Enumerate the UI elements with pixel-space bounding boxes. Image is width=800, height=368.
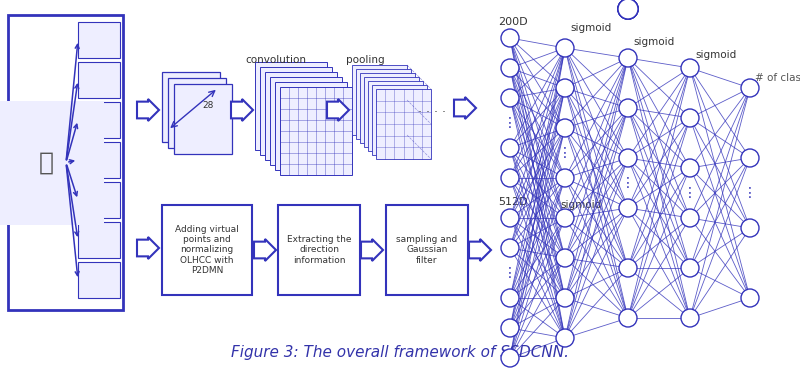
Bar — [162, 205, 252, 295]
Circle shape — [619, 49, 637, 67]
Polygon shape — [231, 99, 253, 121]
Polygon shape — [327, 99, 349, 121]
Circle shape — [501, 349, 519, 367]
Circle shape — [681, 109, 699, 127]
Circle shape — [501, 169, 519, 187]
Text: ⋮: ⋮ — [503, 116, 517, 130]
Circle shape — [501, 89, 519, 107]
Text: Figure 3: The overall framework of SSDCNN.: Figure 3: The overall framework of SSDCN… — [231, 344, 569, 360]
Text: sigmoid: sigmoid — [560, 200, 602, 210]
Text: Extracting the
direction
information: Extracting the direction information — [286, 235, 351, 265]
Circle shape — [556, 249, 574, 267]
Bar — [255, 62, 327, 150]
Text: ⋮: ⋮ — [621, 176, 635, 190]
Circle shape — [681, 59, 699, 77]
Circle shape — [741, 289, 759, 307]
Circle shape — [681, 259, 699, 277]
Circle shape — [618, 0, 638, 19]
Text: sigmoid: sigmoid — [633, 37, 674, 47]
Text: ⋮: ⋮ — [558, 146, 572, 160]
Text: sigmoid: sigmoid — [570, 23, 611, 33]
Text: 摘: 摘 — [38, 151, 54, 174]
Text: 28: 28 — [202, 100, 214, 110]
Polygon shape — [137, 99, 159, 121]
Bar — [360, 73, 415, 143]
Bar — [386, 205, 468, 295]
Polygon shape — [469, 239, 491, 261]
Circle shape — [618, 0, 638, 19]
Bar — [78, 222, 120, 258]
Bar — [78, 262, 120, 298]
Bar — [364, 77, 419, 147]
Circle shape — [618, 0, 638, 19]
Bar — [162, 72, 220, 142]
Circle shape — [501, 29, 519, 47]
Circle shape — [619, 149, 637, 167]
Bar — [376, 89, 431, 159]
Circle shape — [619, 309, 637, 327]
Bar — [168, 78, 226, 148]
Circle shape — [619, 99, 637, 117]
Circle shape — [681, 309, 699, 327]
Text: 200D: 200D — [498, 17, 528, 27]
Text: pooling: pooling — [346, 55, 384, 65]
Circle shape — [681, 159, 699, 177]
Bar — [78, 22, 120, 58]
Circle shape — [501, 239, 519, 257]
Polygon shape — [254, 239, 276, 261]
Circle shape — [556, 209, 574, 227]
Circle shape — [556, 39, 574, 57]
Bar — [78, 182, 120, 218]
Bar — [78, 62, 120, 98]
Polygon shape — [137, 237, 159, 259]
Text: sampling and
Gaussian
filter: sampling and Gaussian filter — [396, 235, 458, 265]
Circle shape — [556, 329, 574, 347]
Bar — [352, 65, 407, 135]
Circle shape — [501, 209, 519, 227]
Circle shape — [556, 119, 574, 137]
Circle shape — [618, 0, 638, 19]
Bar — [265, 72, 337, 160]
Text: ⋮: ⋮ — [743, 186, 757, 200]
Circle shape — [741, 149, 759, 167]
Circle shape — [556, 169, 574, 187]
Circle shape — [556, 79, 574, 97]
Text: 512D: 512D — [498, 197, 528, 207]
Circle shape — [681, 209, 699, 227]
Text: convolution: convolution — [246, 55, 306, 65]
Polygon shape — [361, 239, 383, 261]
Bar — [8, 15, 123, 310]
Text: # of class: # of class — [755, 73, 800, 83]
Polygon shape — [454, 97, 476, 119]
Text: ⋮: ⋮ — [683, 186, 697, 200]
Text: Adding virtual
points and
normalizing
OLHCC with
P2DMN: Adding virtual points and normalizing OL… — [175, 225, 239, 275]
Circle shape — [501, 289, 519, 307]
Circle shape — [556, 289, 574, 307]
Bar — [372, 85, 427, 155]
Circle shape — [501, 59, 519, 77]
Bar — [356, 69, 411, 139]
Bar — [270, 77, 342, 165]
Bar — [278, 205, 360, 295]
Bar — [174, 84, 232, 154]
Circle shape — [619, 199, 637, 217]
Bar — [260, 67, 332, 155]
Text: sigmoid: sigmoid — [695, 50, 736, 60]
Bar — [78, 142, 120, 178]
Circle shape — [741, 219, 759, 237]
Text: ⋮: ⋮ — [503, 266, 517, 280]
Bar — [275, 82, 347, 170]
Bar — [280, 87, 352, 175]
Text: . . . .: . . . . — [418, 102, 446, 114]
Circle shape — [501, 319, 519, 337]
Circle shape — [619, 259, 637, 277]
Circle shape — [618, 0, 638, 19]
Bar — [368, 81, 423, 151]
Circle shape — [741, 79, 759, 97]
Bar — [78, 102, 120, 138]
Circle shape — [501, 139, 519, 157]
Circle shape — [618, 0, 638, 19]
